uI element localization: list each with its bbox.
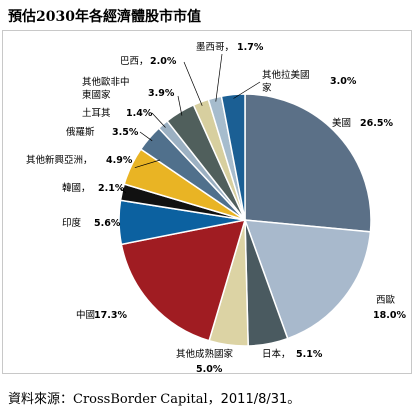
pie-chart: 美國 26.5% 西歐 18.0% 日本， 5.1% 其他成熟國家 5.0% 中… [26,42,406,375]
pct-russia: 3.5% [112,127,139,138]
label-western-europe: 西歐 [376,294,396,306]
label-other-latam-line1: 其他拉美國 [262,69,310,81]
leader-line-8 [139,131,153,142]
pct-other-emea: 3.9% [148,88,175,99]
pie-slice-13 [220,93,246,221]
label-china: 中國 [76,309,95,321]
label-other-emea: 其他歐非中東國家 [82,76,130,101]
pct-other-em-asia: 4.9% [106,155,133,166]
label-mexico: 墨西哥， [196,42,234,53]
pct-china: 17.3% [94,310,127,321]
pie-slice-1 [243,219,372,340]
label-japan: 日本， [262,348,291,360]
source-brand: CrossBorder Capital [73,392,208,407]
pct-india: 5.6% [94,218,121,229]
label-other-developed: 其他成熟國家 [176,348,234,360]
label-brazil: 巴西， [120,56,149,67]
label-korea: 韓國， [62,183,91,194]
label-turkey: 土耳其 [82,107,111,119]
leader-line-11 [183,61,203,106]
leader-line-12 [215,53,223,102]
pct-mexico: 1.7% [237,42,264,53]
pie-slice-4 [120,219,247,342]
chart-frame [2,30,412,374]
chart-title: 預估2030年各經濟體股市市值 [8,9,201,25]
pie-slice-0 [244,93,372,233]
pct-western-europe: 18.0% [373,310,406,321]
leader-line-10 [177,95,183,116]
label-other-latam: 其他拉美國家 [262,69,310,94]
label-russia: 俄羅斯 [66,126,95,138]
source-suffix: ，2011/8/31。 [207,392,301,407]
leader-line-9 [151,112,166,128]
label-other-emea-line1: 其他歐非中 [82,76,130,88]
label-india: 印度 [62,217,82,229]
pct-other-latam: 3.0% [330,76,357,87]
pct-turkey: 1.4% [126,108,153,119]
pct-brazil: 2.0% [150,56,177,67]
pct-japan: 5.1% [296,349,323,360]
leader-line-6 [119,187,127,194]
source-note: 資料來源：CrossBorder Capital，2011/8/31。 [8,388,300,407]
leader-line-7 [134,159,161,169]
label-other-emea-line2: 東國家 [82,89,111,101]
label-us: 美國 [332,117,351,129]
label-other-latam-line2: 家 [262,82,272,94]
source-prefix: 資料來源： [8,392,74,407]
pct-us: 26.5% [360,118,393,129]
pct-other-developed: 5.0% [196,364,223,375]
leader-line-13 [233,81,261,99]
pct-korea: 2.1% [98,183,125,194]
label-other-em-asia: 其他新興亞洲， [26,154,93,166]
